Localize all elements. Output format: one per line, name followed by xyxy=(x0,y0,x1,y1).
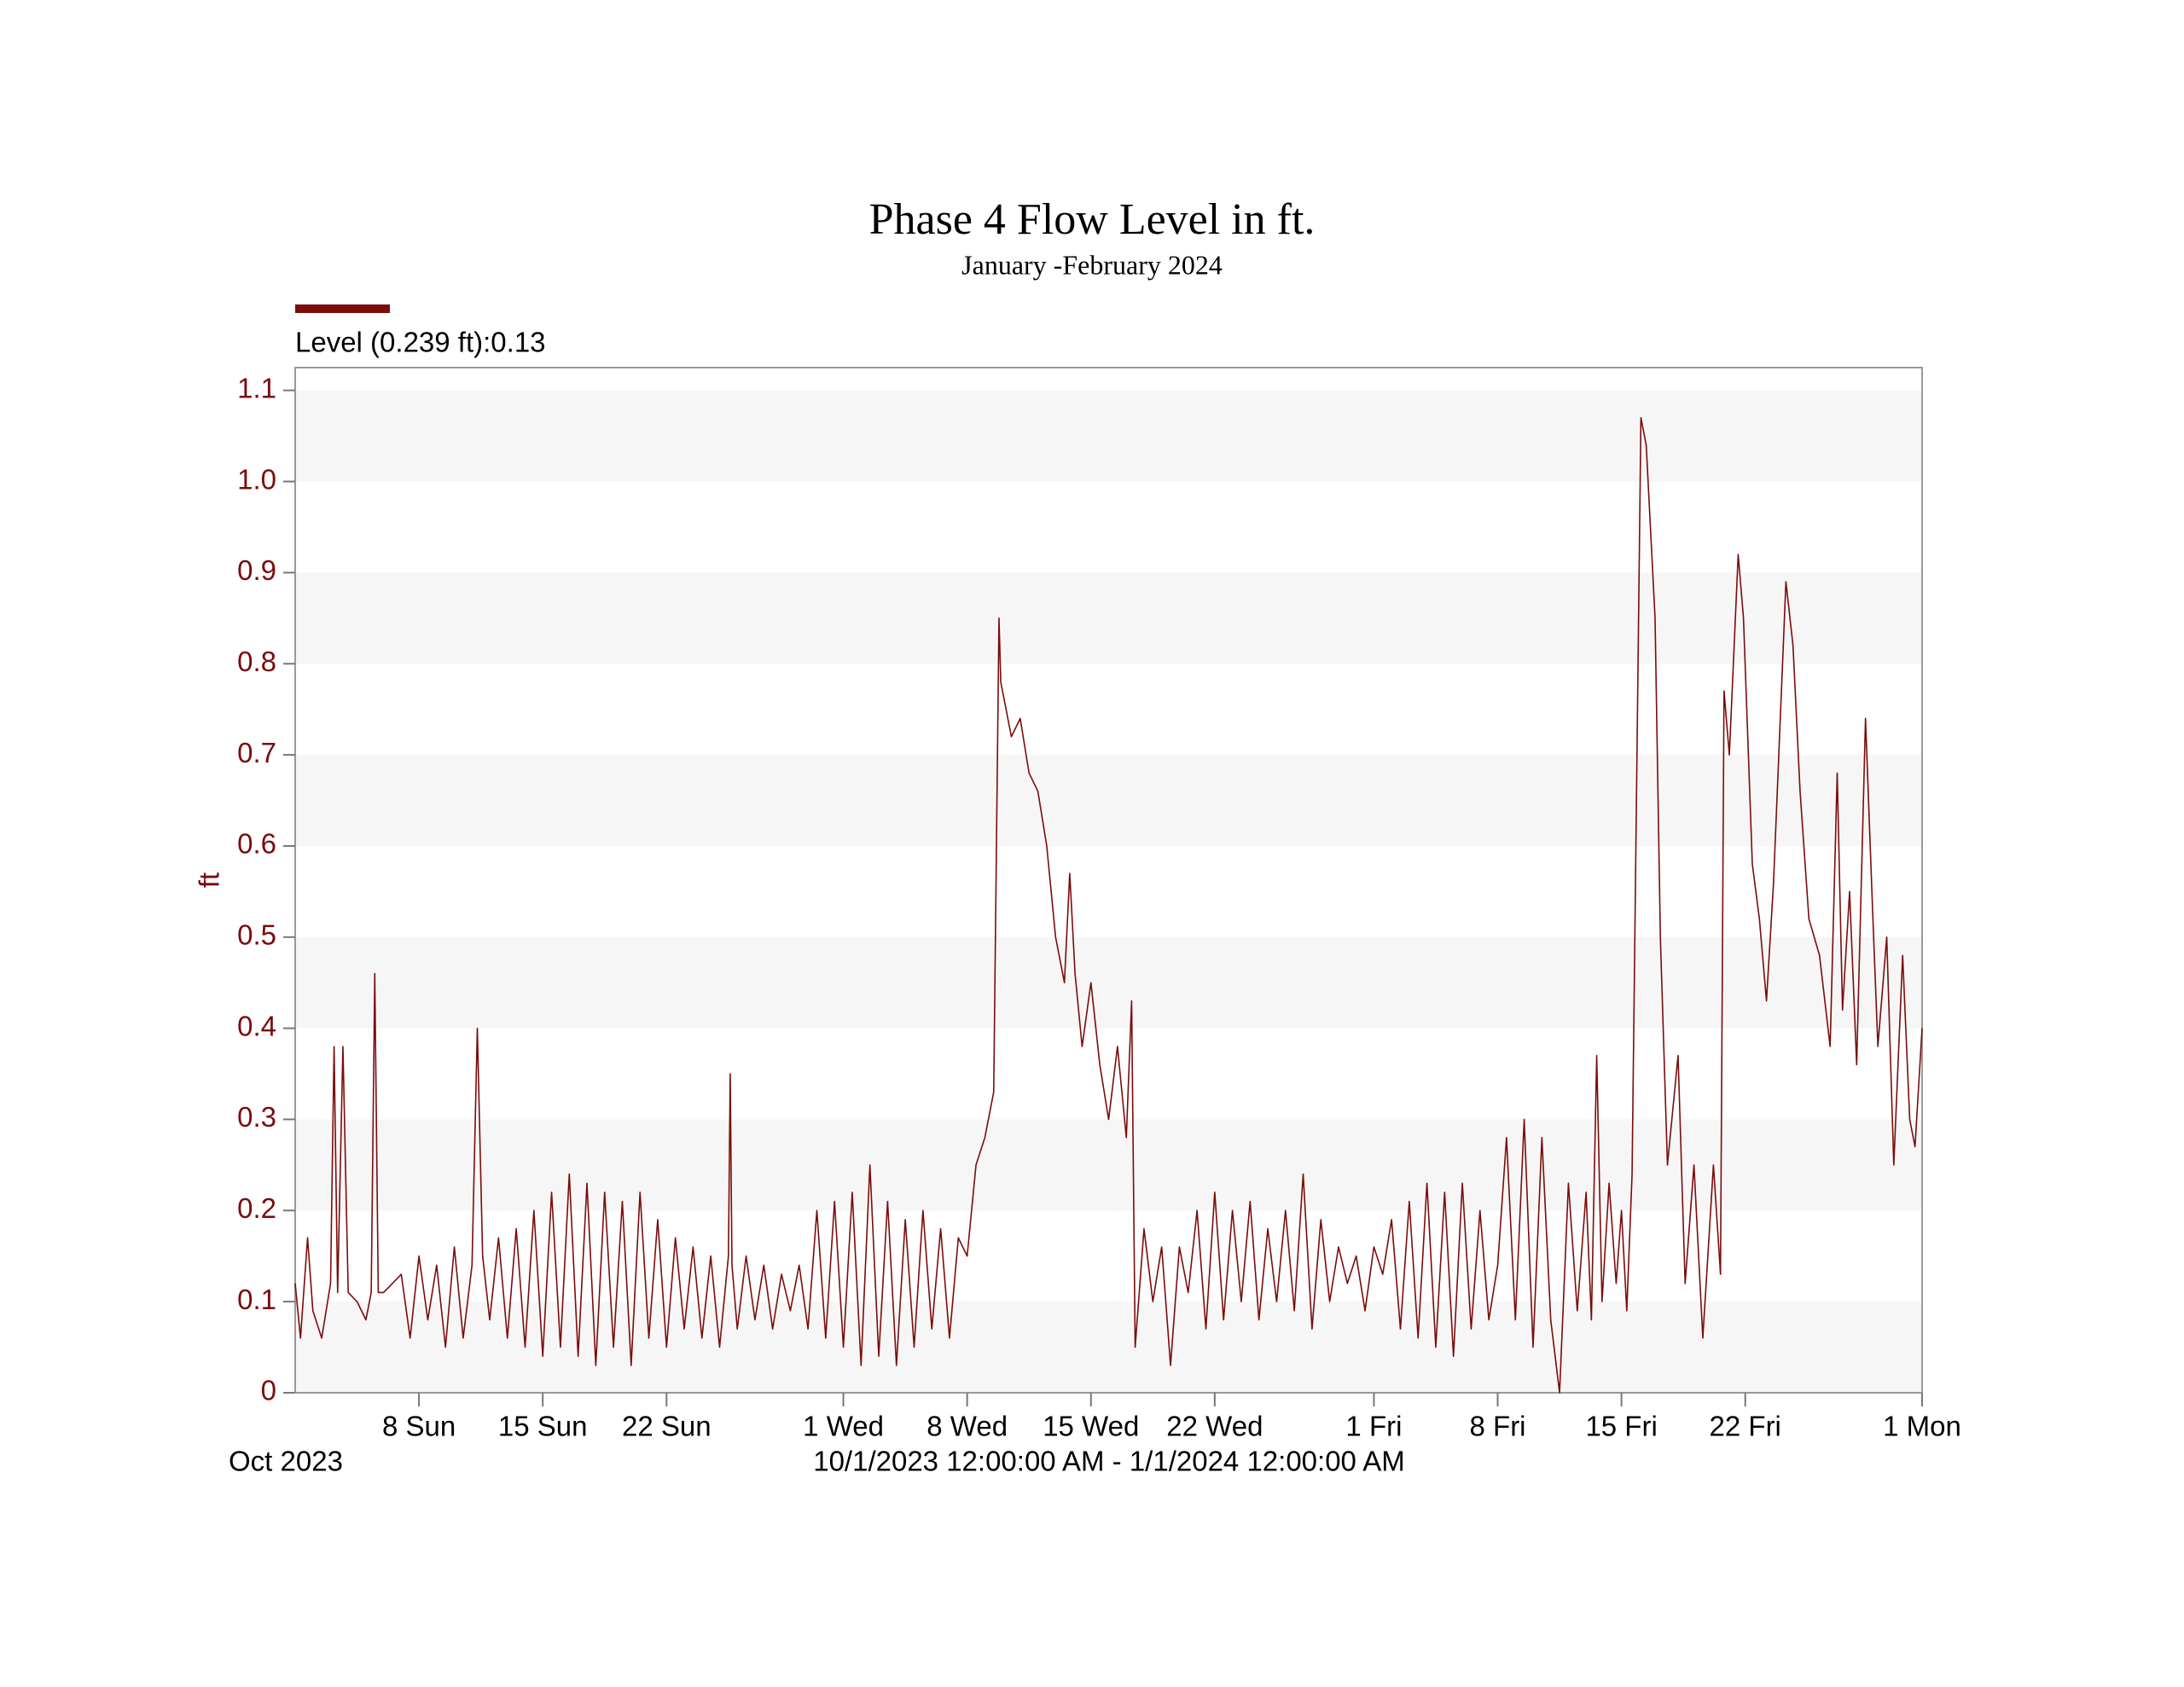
x-tick-label: 1 Mon xyxy=(1883,1411,1961,1442)
grid-band xyxy=(295,1301,1922,1393)
y-tick-label: 0.4 xyxy=(237,1010,276,1041)
x-tick-label: 1 Wed xyxy=(803,1411,884,1442)
grid-band xyxy=(295,755,1922,846)
x-start-label: Oct 2023 xyxy=(229,1446,343,1477)
y-axis-label: ft xyxy=(194,872,225,888)
legend-label: Level (0.239 ft):0.13 xyxy=(295,327,546,358)
data-line xyxy=(294,416,1923,1394)
grid-band xyxy=(295,572,1922,664)
y-tick-label: 0.8 xyxy=(237,646,276,677)
x-tick-label: 8 Wed xyxy=(926,1411,1008,1442)
y-tick-label: 0.3 xyxy=(237,1101,276,1133)
plot-frame xyxy=(294,367,1923,1394)
x-range-label: 10/1/2023 12:00:00 AM - 1/1/2024 12:00:0… xyxy=(813,1446,1405,1477)
y-tick-label: 0.5 xyxy=(237,919,276,950)
x-tick-label: 8 Fri xyxy=(1470,1411,1526,1442)
chart-title: Phase 4 Flow Level in ft. xyxy=(869,195,1316,244)
x-tick-label: 15 Sun xyxy=(498,1411,588,1442)
y-tick-label: 0.2 xyxy=(237,1192,276,1224)
x-tick-label: 15 Wed xyxy=(1043,1411,1139,1442)
grid-band xyxy=(295,390,1922,482)
y-tick-label: 0.9 xyxy=(237,554,276,586)
x-tick-label: 22 Sun xyxy=(622,1411,712,1442)
y-tick-label: 0.1 xyxy=(237,1284,276,1315)
y-tick-label: 0.6 xyxy=(237,828,276,860)
x-tick-label: 15 Fri xyxy=(1585,1411,1657,1442)
y-tick-label: 0.7 xyxy=(237,737,276,768)
x-tick-label: 1 Fri xyxy=(1345,1411,1402,1442)
grid-band xyxy=(295,936,1922,1029)
y-tick-label: 1.1 xyxy=(237,372,276,403)
x-tick-label: 22 Fri xyxy=(1710,1411,1781,1442)
chart-subtitle: January -February 2024 xyxy=(961,249,1223,280)
x-tick-label: 8 Sun xyxy=(382,1411,456,1442)
grid-band xyxy=(295,1119,1922,1211)
y-tick-label: 1.0 xyxy=(237,463,276,495)
x-tick-label: 22 Wed xyxy=(1166,1411,1263,1442)
y-tick-label: 0 xyxy=(261,1375,276,1406)
